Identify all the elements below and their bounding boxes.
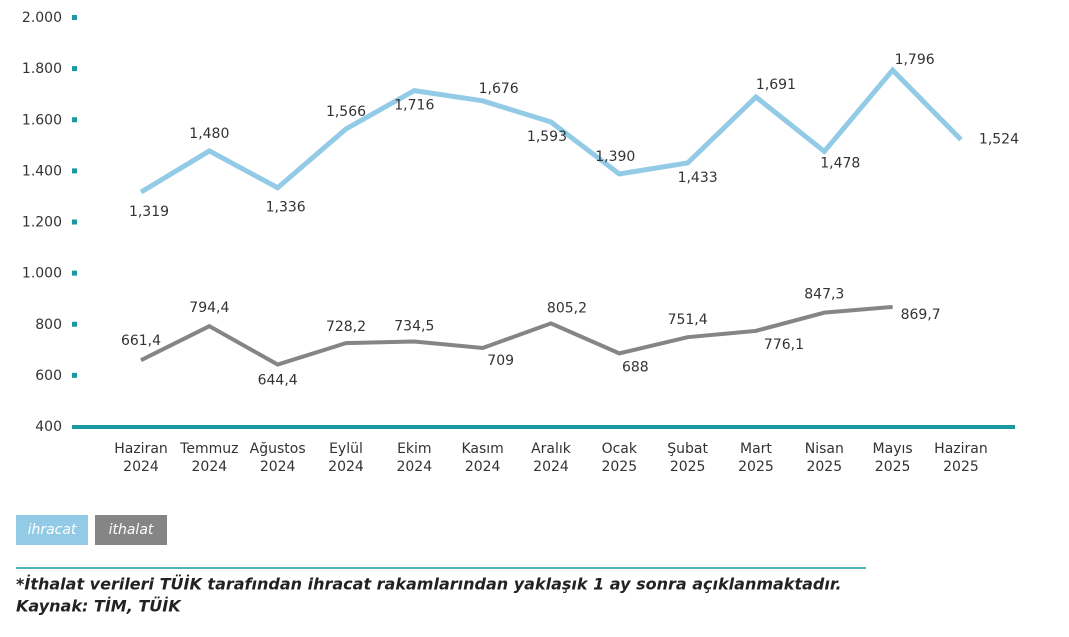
data-label: 1,390 <box>595 149 635 165</box>
y-tick-mark <box>72 15 77 20</box>
y-tick-label: 1.400 <box>22 163 62 179</box>
data-label: 1,478 <box>820 155 860 171</box>
x-tick-label: Kasım 2024 <box>461 441 503 475</box>
x-tick-label: Haziran 2024 <box>114 441 168 475</box>
data-label: 1,319 <box>129 204 169 220</box>
y-tick-mark <box>72 321 77 327</box>
y-tick-mark <box>72 219 77 225</box>
data-label: 1,716 <box>394 98 434 114</box>
x-tick-label: Ekim 2024 <box>396 441 432 475</box>
y-tick-mark <box>72 66 77 72</box>
legend-swatch <box>16 515 88 545</box>
y-tick-mark <box>72 117 77 123</box>
line-series <box>140 304 893 367</box>
data-label: 1,796 <box>895 52 935 68</box>
legend-label: ihracat <box>28 522 77 538</box>
footnote: *İthalat verileri TÜİK tarafından ihraca… <box>16 575 842 594</box>
x-tick-label: Mart 2025 <box>738 441 774 475</box>
y-tick-label: 1.200 <box>22 215 62 231</box>
data-label: 644,4 <box>258 373 298 389</box>
y-tick-mark <box>72 270 77 276</box>
y-tick-label: 2.000 <box>22 10 62 26</box>
x-tick-label: Temmuz 2024 <box>179 441 238 475</box>
data-label: 1,593 <box>527 129 567 145</box>
data-label: 688 <box>622 359 649 375</box>
data-label: 751,4 <box>668 312 708 328</box>
data-label: 1,336 <box>266 200 306 216</box>
x-tick-label: Şubat 2025 <box>667 441 708 475</box>
x-tick-label: Ağustos 2024 <box>250 441 306 475</box>
x-tick-label: Nisan 2025 <box>805 441 844 475</box>
data-label: 1,691 <box>756 77 796 93</box>
data-label: 709 <box>487 353 514 369</box>
data-label: 776,1 <box>764 337 804 353</box>
data-label: 1,433 <box>678 170 718 186</box>
data-label: 1,566 <box>326 104 366 120</box>
data-label: 805,2 <box>547 300 587 316</box>
x-tick-label: Ocak 2025 <box>601 441 637 475</box>
line-series <box>139 66 963 195</box>
y-tick-label: 1.600 <box>22 112 62 128</box>
data-label: 869,7 <box>901 307 941 323</box>
x-tick-label: Eylül 2024 <box>328 441 364 475</box>
data-label: 847,3 <box>804 287 844 303</box>
legend-swatch <box>95 515 167 545</box>
y-tick-label: 400 <box>35 419 62 435</box>
legend-label: ithalat <box>109 522 154 538</box>
y-tick-label: 800 <box>35 317 62 333</box>
data-label: 661,4 <box>121 333 161 349</box>
y-tick-mark <box>72 372 77 378</box>
y-tick-label: 1.000 <box>22 266 62 282</box>
data-label: 1,676 <box>479 81 519 97</box>
x-tick-label: Haziran 2025 <box>934 441 988 475</box>
data-label: 734,5 <box>394 318 434 334</box>
data-label: 1,480 <box>189 126 229 142</box>
y-tick-label: 1.800 <box>22 61 62 77</box>
data-label: 1,524 <box>979 132 1019 148</box>
source: Kaynak: TİM, TÜİK <box>16 597 182 616</box>
y-tick-label: 600 <box>35 368 62 384</box>
y-tick-mark <box>72 168 77 174</box>
data-label: 794,4 <box>189 300 229 316</box>
x-tick-label: Aralık 2024 <box>531 441 572 475</box>
data-label: 728,2 <box>326 319 366 335</box>
x-tick-label: Mayıs 2025 <box>873 441 913 475</box>
